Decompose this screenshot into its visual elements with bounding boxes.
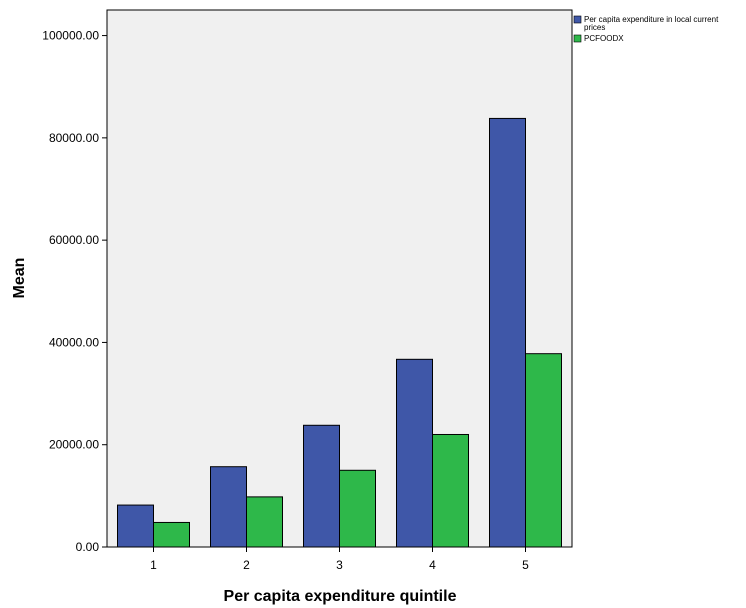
y-axis: 0.00 20000.00 40000.00 60000.00 80000.00 1000… xyxy=(42,29,107,554)
bar-series-2-cat-1 xyxy=(153,521,190,548)
bar-series-1-cat-4 xyxy=(396,358,433,548)
legend-swatch-series-2 xyxy=(573,34,582,43)
y-axis-title: Mean xyxy=(11,258,28,299)
bar-series-1-cat-3 xyxy=(303,424,340,548)
bar-series-1-cat-2 xyxy=(210,466,247,548)
legend-swatch-series-1 xyxy=(573,15,582,24)
y-tick-label: 60000.00 xyxy=(49,233,99,247)
x-tick-label: 1 xyxy=(150,558,157,572)
y-tick-label: 80000.00 xyxy=(49,131,99,145)
legend: Per capita expenditure in local current … xyxy=(573,15,719,43)
x-axis-title: Per capita expenditure quintile xyxy=(224,588,457,605)
legend-label-series-1-line-1: Per capita expenditure in local current xyxy=(584,15,719,24)
y-tick-label: 100000.00 xyxy=(42,29,99,43)
bar-series-2-cat-3 xyxy=(339,469,376,548)
bar-series-1-cat-1 xyxy=(117,504,154,548)
bars-group xyxy=(117,117,562,548)
bar-series-2-cat-2 xyxy=(246,496,283,548)
legend-label-series-2: PCFOODX xyxy=(584,34,624,43)
x-tick-label: 2 xyxy=(243,558,250,572)
bar-series-2-cat-4 xyxy=(432,433,469,548)
bar-series-1-cat-5 xyxy=(489,117,526,548)
x-tick-label: 3 xyxy=(336,558,343,572)
y-tick-label: 40000.00 xyxy=(49,335,99,349)
y-tick-label: 20000.00 xyxy=(49,438,99,452)
x-axis: 1 2 3 4 5 xyxy=(150,547,529,572)
y-tick-label: 0.00 xyxy=(76,540,100,554)
x-tick-label: 5 xyxy=(522,558,529,572)
bar-series-2-cat-5 xyxy=(525,353,562,548)
legend-label-series-1-line-2: prices xyxy=(584,23,605,32)
x-tick-label: 4 xyxy=(429,558,436,572)
